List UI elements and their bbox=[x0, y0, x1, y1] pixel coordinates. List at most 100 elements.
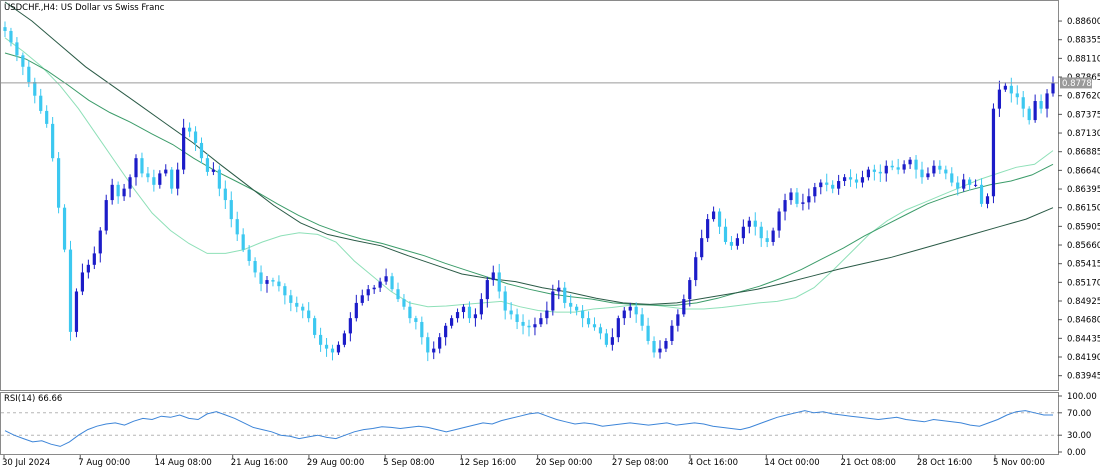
candle-body bbox=[182, 127, 186, 170]
candle-body bbox=[1039, 101, 1043, 109]
candle-body bbox=[622, 310, 626, 319]
candle-body bbox=[158, 173, 162, 185]
moving-average-line bbox=[4, 52, 1054, 306]
candle-body bbox=[586, 318, 591, 325]
price-tick-label: 0.84680 bbox=[1067, 316, 1100, 326]
current-price-label: 0.87788 bbox=[1062, 79, 1097, 89]
candle-body bbox=[735, 238, 740, 246]
candle-body bbox=[1009, 85, 1013, 94]
candle-body bbox=[318, 334, 323, 345]
candle-body bbox=[432, 348, 436, 353]
candle-body bbox=[354, 302, 358, 319]
candle-body bbox=[962, 179, 966, 189]
rsi-tick-label: 100.00 bbox=[1067, 392, 1097, 402]
time-tick-label: 5 Sep 08:00 bbox=[383, 458, 434, 468]
candle-body bbox=[9, 30, 13, 43]
candle-body bbox=[878, 171, 882, 174]
candle-body bbox=[580, 310, 585, 319]
rsi-tick-label: 70.00 bbox=[1067, 409, 1091, 419]
candle-body bbox=[956, 182, 960, 189]
candle-body bbox=[45, 110, 49, 124]
candle-body bbox=[170, 169, 174, 189]
moving-average-line bbox=[4, 1, 1054, 305]
candle-body bbox=[711, 211, 716, 220]
candle-body bbox=[414, 318, 418, 322]
candle-body bbox=[646, 325, 650, 342]
candle-body bbox=[896, 167, 900, 170]
candle-body bbox=[575, 306, 579, 311]
candle-body bbox=[706, 219, 710, 239]
candle-body bbox=[247, 249, 251, 262]
price-tick-label: 0.85660 bbox=[1067, 241, 1100, 251]
price-tick-label: 0.87375 bbox=[1067, 110, 1100, 120]
candle-body bbox=[890, 165, 894, 168]
candle-body bbox=[39, 95, 43, 111]
candle-body bbox=[68, 249, 73, 332]
candle-body bbox=[420, 321, 424, 338]
candle-body bbox=[973, 184, 978, 186]
candle-body bbox=[717, 211, 722, 227]
current-price-marker: 0.87788 bbox=[1060, 77, 1097, 89]
candle-body bbox=[682, 299, 686, 315]
candle-body bbox=[62, 207, 67, 250]
candle-body bbox=[98, 230, 102, 254]
price-tick-label: 0.86395 bbox=[1067, 185, 1100, 195]
price-tick-label: 0.84435 bbox=[1067, 334, 1100, 344]
time-tick-label: 4 Oct 16:00 bbox=[688, 458, 738, 468]
candle-body bbox=[1003, 85, 1007, 90]
price-tick-label: 0.84925 bbox=[1067, 297, 1100, 307]
candle-body bbox=[187, 127, 192, 132]
candle-body bbox=[390, 276, 394, 290]
candle-body bbox=[152, 177, 156, 185]
price-tick-label: 0.83945 bbox=[1067, 372, 1100, 382]
candle-body bbox=[128, 177, 132, 189]
candle-body bbox=[676, 314, 680, 326]
price-tick-label: 0.87620 bbox=[1067, 92, 1100, 102]
candle-body bbox=[872, 169, 876, 172]
time-tick-label: 21 Oct 08:00 bbox=[841, 458, 896, 468]
candle-body bbox=[444, 325, 448, 338]
candle-body bbox=[235, 219, 239, 235]
candle-body bbox=[902, 164, 906, 170]
candle-body bbox=[688, 280, 692, 300]
candle-body bbox=[658, 348, 662, 353]
time-tick-label: 30 Jul 2024 bbox=[2, 458, 50, 468]
candle-body bbox=[479, 299, 483, 315]
candle-body bbox=[330, 348, 335, 353]
candles bbox=[3, 21, 1055, 362]
candle-body bbox=[610, 337, 614, 345]
candle-body bbox=[914, 159, 918, 170]
candle-body bbox=[366, 289, 370, 296]
candle-body bbox=[539, 318, 543, 325]
candle-body bbox=[491, 272, 495, 281]
candle-body bbox=[253, 261, 257, 273]
candle-body bbox=[426, 337, 430, 353]
candle-body bbox=[908, 159, 912, 165]
candle-body bbox=[813, 187, 817, 197]
candle-body bbox=[295, 302, 299, 307]
candle-body bbox=[515, 314, 519, 322]
candle-body bbox=[598, 327, 603, 334]
candle-body bbox=[628, 306, 632, 311]
candle-body bbox=[402, 299, 406, 307]
price-tick-label: 0.85170 bbox=[1067, 278, 1100, 288]
time-tick-label: 28 Oct 16:00 bbox=[917, 458, 972, 468]
candle-body bbox=[926, 173, 930, 178]
candle-body bbox=[92, 253, 96, 265]
candle-body bbox=[807, 196, 811, 203]
candle-body bbox=[271, 280, 275, 282]
candle-body bbox=[193, 131, 198, 143]
candle-body bbox=[616, 318, 620, 338]
candle-body bbox=[211, 169, 216, 172]
current-price-box bbox=[1060, 77, 1092, 89]
candle-body bbox=[56, 158, 61, 208]
candle-body bbox=[837, 181, 841, 189]
rsi-line bbox=[4, 410, 1053, 447]
candle-body bbox=[122, 188, 126, 197]
candle-body bbox=[670, 325, 674, 342]
candle-body bbox=[842, 177, 847, 182]
rsi-axis: 100.00 70.00 30.00 0.00 bbox=[1058, 392, 1097, 458]
candle-body bbox=[795, 192, 799, 204]
time-axis: 30 Jul 2024 7 Aug 00:00 14 Aug 08:00 21 Aug… bbox=[2, 455, 1045, 468]
candle-body bbox=[336, 344, 341, 353]
